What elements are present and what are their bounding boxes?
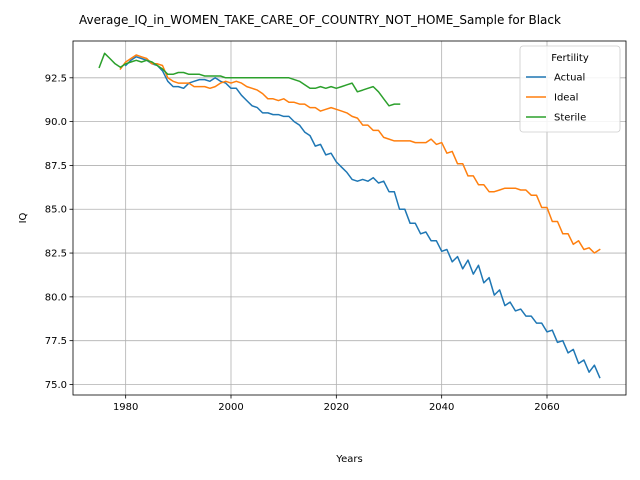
x-tick-label: 2060 xyxy=(534,402,559,413)
y-tick-label: 77.5 xyxy=(45,336,67,347)
grid xyxy=(73,41,626,395)
series-line-actual xyxy=(124,56,601,379)
x-axis-ticks: 1980 2000 2020 2040 2060 xyxy=(113,395,560,413)
legend-entries: Actual Ideal Sterile xyxy=(526,73,586,124)
y-axis-label: IQ xyxy=(18,212,29,223)
y-tick-label: 92.5 xyxy=(45,73,67,84)
series-line-ideal xyxy=(119,54,601,254)
y-axis-ticks: 75.0 77.5 80.0 82.5 85.0 87.5 90.0 92.5 xyxy=(45,73,73,391)
x-tick-label: 2020 xyxy=(324,402,349,413)
plot-lines xyxy=(98,52,601,379)
legend-box xyxy=(519,45,621,133)
x-tick-label: 2000 xyxy=(218,402,243,413)
plot-area-frame xyxy=(72,40,627,396)
legend-label-actual: Actual xyxy=(554,73,585,84)
y-tick-label: 90.0 xyxy=(45,117,67,128)
legend-title: Fertility xyxy=(551,53,589,64)
x-axis-label: Years xyxy=(335,454,362,465)
chart-title: Average_IQ_in_WOMEN_TAKE_CARE_OF_COUNTRY… xyxy=(79,13,561,27)
y-tick-label: 80.0 xyxy=(45,292,67,303)
legend-label-sterile: Sterile xyxy=(554,113,586,124)
y-tick-label: 87.5 xyxy=(45,161,67,172)
y-tick-label: 85.0 xyxy=(45,205,67,216)
legend-label-ideal: Ideal xyxy=(554,93,578,104)
y-tick-label: 82.5 xyxy=(45,249,67,260)
x-tick-label: 2040 xyxy=(429,402,454,413)
series-line-sterile xyxy=(98,52,401,107)
legend: Fertility Actual Ideal Sterile xyxy=(519,45,621,133)
y-tick-label: 75.0 xyxy=(45,380,67,391)
x-tick-label: 1980 xyxy=(113,402,138,413)
